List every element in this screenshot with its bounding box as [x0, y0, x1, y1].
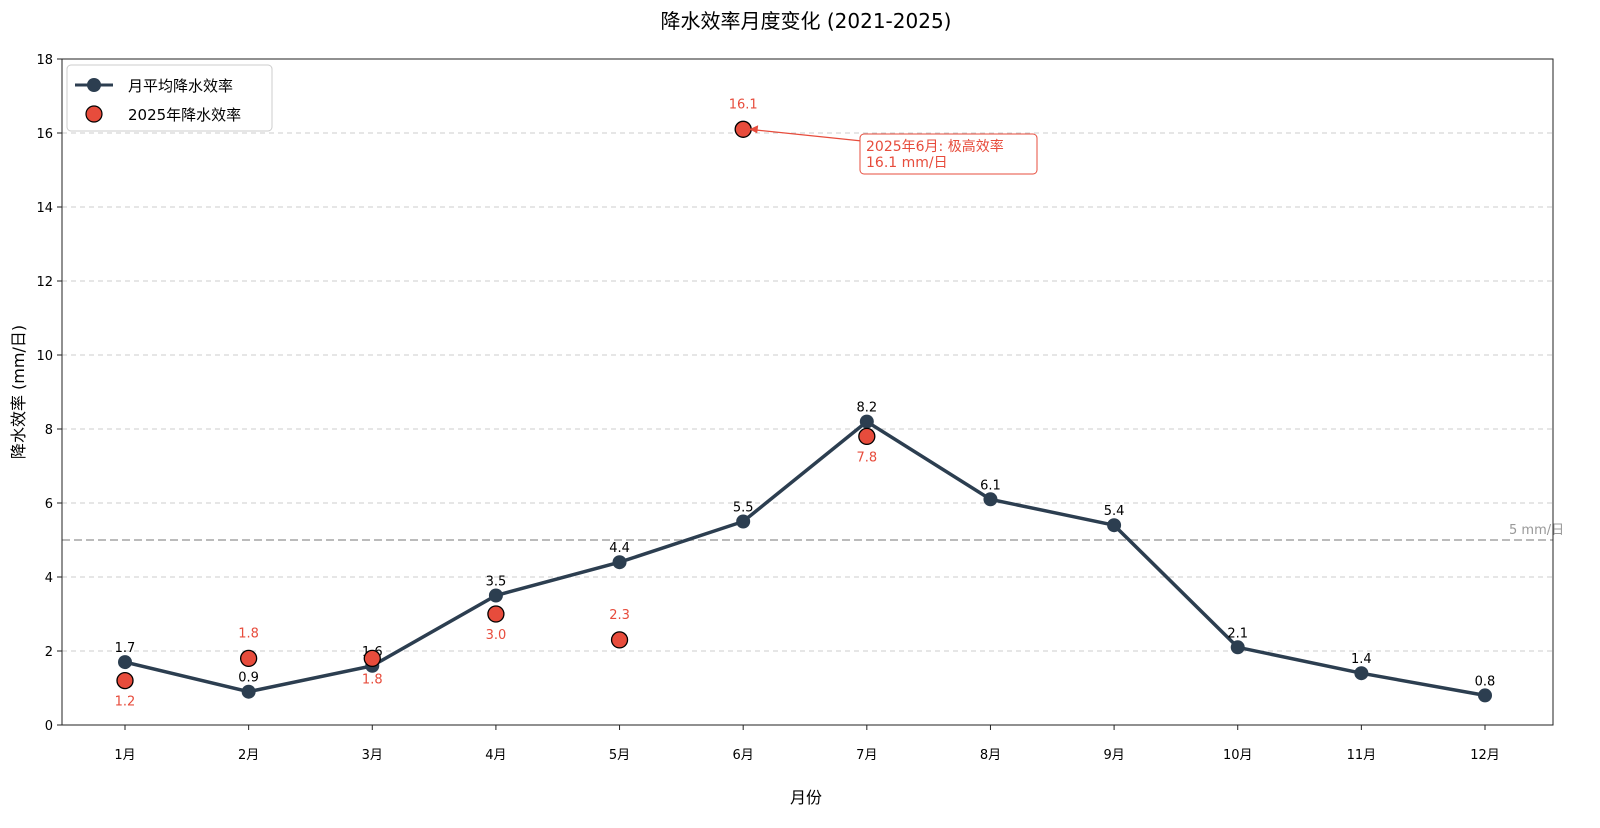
- y-tick-label: 18: [36, 53, 53, 68]
- reference-line: 5 mm/日: [62, 523, 1564, 541]
- avg-point: [1107, 518, 1122, 533]
- y-tick-label: 2: [45, 645, 53, 660]
- legend-label-2025: 2025年降水效率: [128, 106, 241, 124]
- x-tick-label: 10月: [1223, 748, 1253, 763]
- avg-point: [241, 684, 256, 699]
- x-tick-label: 3月: [362, 748, 383, 763]
- chart-title: 降水效率月度变化 (2021-2025): [661, 9, 952, 33]
- legend-label-avg: 月平均降水效率: [128, 77, 233, 95]
- point-2025: [363, 649, 381, 668]
- point-2025: [487, 605, 505, 623]
- plot-frame: [61, 58, 1554, 726]
- y-axis-label: 降水效率 (mm/日): [9, 325, 28, 459]
- avg-point: [1354, 666, 1369, 681]
- avg-data-label: 1.7: [115, 641, 136, 656]
- avg-point: [983, 492, 998, 507]
- x-tick-label: 6月: [733, 748, 754, 763]
- series: 1.70.91.63.54.45.58.26.15.42.11.40.81.21…: [115, 97, 1496, 709]
- point-2025: [239, 649, 258, 668]
- avg-data-label: 0.8: [1475, 674, 1496, 689]
- annotation-arrow: [749, 128, 863, 142]
- data-label-2025: 1.8: [362, 672, 383, 687]
- x-tick-label: 2月: [238, 748, 259, 763]
- avg-point: [118, 655, 132, 670]
- x-tick-label: 9月: [1103, 748, 1124, 763]
- annotation-text: 16.1 mm/日: [866, 155, 948, 171]
- avg-point: [612, 555, 627, 570]
- point-2025: [610, 631, 629, 649]
- legend: 月平均降水效率 2025年降水效率: [66, 64, 273, 132]
- avg-data-label: 6.1: [980, 478, 1001, 493]
- x-tick-label: 1月: [114, 748, 135, 763]
- annotation-arrowhead: [749, 125, 759, 134]
- x-axis: 1月 2月 3月 4月 5月 6月 7月 8月 9月 10月 11月 12月: [114, 725, 1500, 763]
- data-label-2025: 7.8: [856, 450, 877, 465]
- x-axis-label: 月份: [790, 788, 822, 807]
- grid-lines: [62, 132, 1553, 652]
- avg-point: [488, 588, 503, 603]
- y-tick-label: 0: [45, 719, 53, 734]
- avg-point: [1230, 640, 1245, 655]
- y-tick-label: 6: [45, 497, 53, 512]
- reference-line-label: 5 mm/日: [1509, 523, 1564, 538]
- annotation-box: [859, 133, 1038, 175]
- avg-point: [736, 514, 751, 529]
- data-label-2025: 3.0: [486, 628, 507, 643]
- point-2025: [734, 120, 752, 138]
- avg-data-label: 4.4: [609, 541, 630, 556]
- y-tick-label: 14: [36, 201, 53, 216]
- avg-data-label: 2.1: [1227, 626, 1248, 641]
- legend-marker-line: [87, 78, 101, 92]
- y-axis: 0 2 4 6 8 10 12 14 16 18: [36, 53, 62, 734]
- avg-data-label: 3.5: [486, 575, 507, 590]
- data-label-2025: 1.8: [238, 626, 259, 641]
- avg-data-label: 8.2: [856, 401, 877, 416]
- x-tick-label: 11月: [1347, 748, 1377, 763]
- data-label-2025: 16.1: [729, 97, 758, 112]
- point-2025: [116, 671, 134, 690]
- x-tick-label: 8月: [980, 748, 1001, 763]
- y-tick-label: 10: [36, 349, 53, 364]
- x-tick-label: 4月: [485, 748, 506, 763]
- x-tick-label: 5月: [609, 748, 630, 763]
- avg-data-label: 5.5: [733, 501, 754, 516]
- avg-point: [859, 414, 874, 429]
- avg-data-label: 5.4: [1104, 504, 1125, 519]
- avg-line: [124, 419, 1486, 698]
- data-label-2025: 1.2: [115, 695, 136, 710]
- y-tick-label: 8: [45, 423, 53, 438]
- x-tick-label: 7月: [856, 748, 877, 763]
- y-tick-label: 4: [45, 571, 53, 586]
- annotation-text: 2025年6月: 极高效率: [866, 138, 1004, 155]
- y-tick-label: 12: [36, 275, 53, 290]
- avg-point: [1478, 688, 1492, 703]
- y-tick-label: 16: [36, 127, 53, 142]
- data-label-2025: 2.3: [609, 608, 630, 623]
- avg-data-label: 1.4: [1351, 652, 1372, 667]
- point-2025: [858, 427, 876, 446]
- legend-marker-scatter: [85, 105, 103, 123]
- x-tick-label: 12月: [1470, 748, 1500, 763]
- avg-data-label: 0.9: [238, 671, 259, 686]
